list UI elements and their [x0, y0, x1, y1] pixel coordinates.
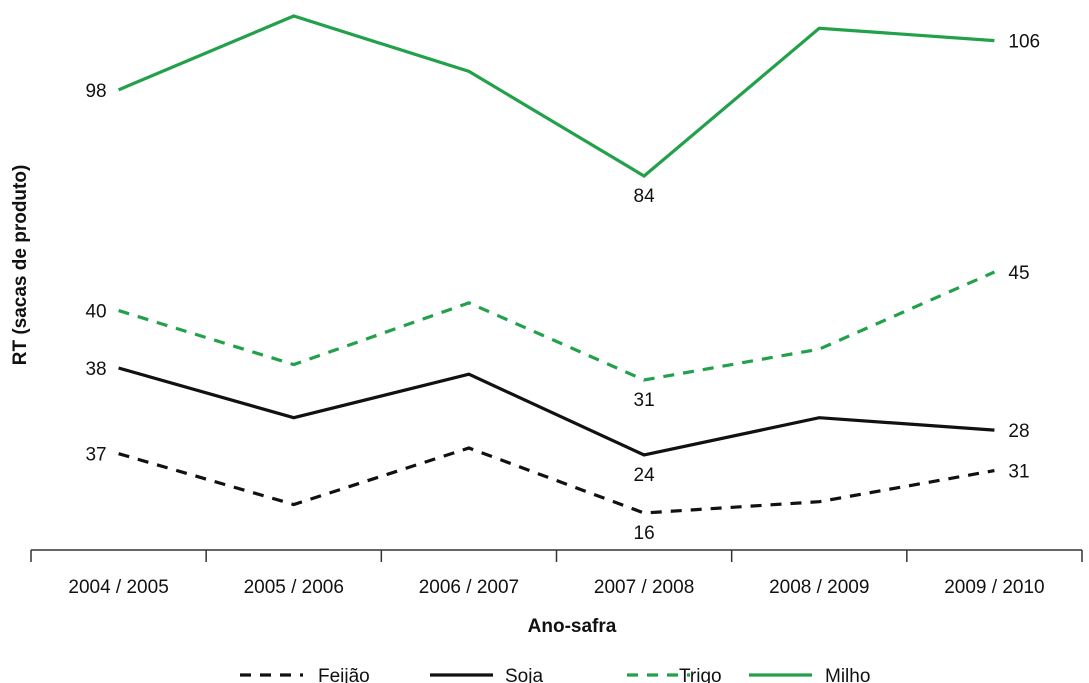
data-label-trigo-5: 45	[1008, 263, 1029, 284]
series-layer	[117, 14, 996, 515]
data-label-layer: 37 16 31 38 24 28 40 31 45 98 84 106	[85, 32, 1040, 544]
series-line-feijao	[118, 446, 995, 515]
data-label-soja-0: 38	[85, 359, 106, 380]
data-label-feijao-0: 37	[85, 445, 106, 466]
data-label-trigo-0: 40	[85, 302, 106, 323]
data-label-feijao-3: 16	[634, 523, 655, 544]
legend: Feijão Soja Trigo Milho	[240, 666, 870, 683]
data-label-trigo-3: 31	[634, 390, 655, 411]
x-tick-label: 2004 / 2005	[68, 577, 168, 598]
x-tick-label: 2005 / 2006	[244, 577, 344, 598]
x-tick-label: 2008 / 2009	[769, 577, 869, 598]
data-label-milho-0: 98	[85, 81, 106, 102]
data-label-soja-3: 24	[634, 465, 656, 486]
x-axis-title: Ano-safra	[528, 616, 617, 637]
legend-label-feijao: Feijão	[318, 666, 370, 683]
legend-label-milho: Milho	[825, 666, 870, 683]
x-tick-label: 2006 / 2007	[419, 577, 519, 598]
data-label-milho-3: 84	[634, 186, 656, 207]
data-label-feijao-5: 31	[1008, 462, 1029, 483]
y-axis-title: RT (sacas de produto)	[10, 165, 31, 366]
series-line-milho	[117, 14, 995, 178]
x-axis: 2004 / 2005 2005 / 2006 2006 / 2007 2007 / …	[30, 549, 1083, 598]
legend-label-soja: Soja	[505, 666, 543, 683]
legend-label-trigo: Trigo	[679, 666, 722, 683]
data-label-soja-5: 28	[1008, 421, 1029, 442]
series-line-trigo	[118, 270, 996, 382]
x-tick-label: 2009 / 2010	[944, 577, 1044, 598]
series-line-soja	[118, 366, 995, 457]
x-tick-label: 2007 / 2008	[594, 577, 694, 598]
data-label-milho-5: 106	[1008, 32, 1040, 53]
